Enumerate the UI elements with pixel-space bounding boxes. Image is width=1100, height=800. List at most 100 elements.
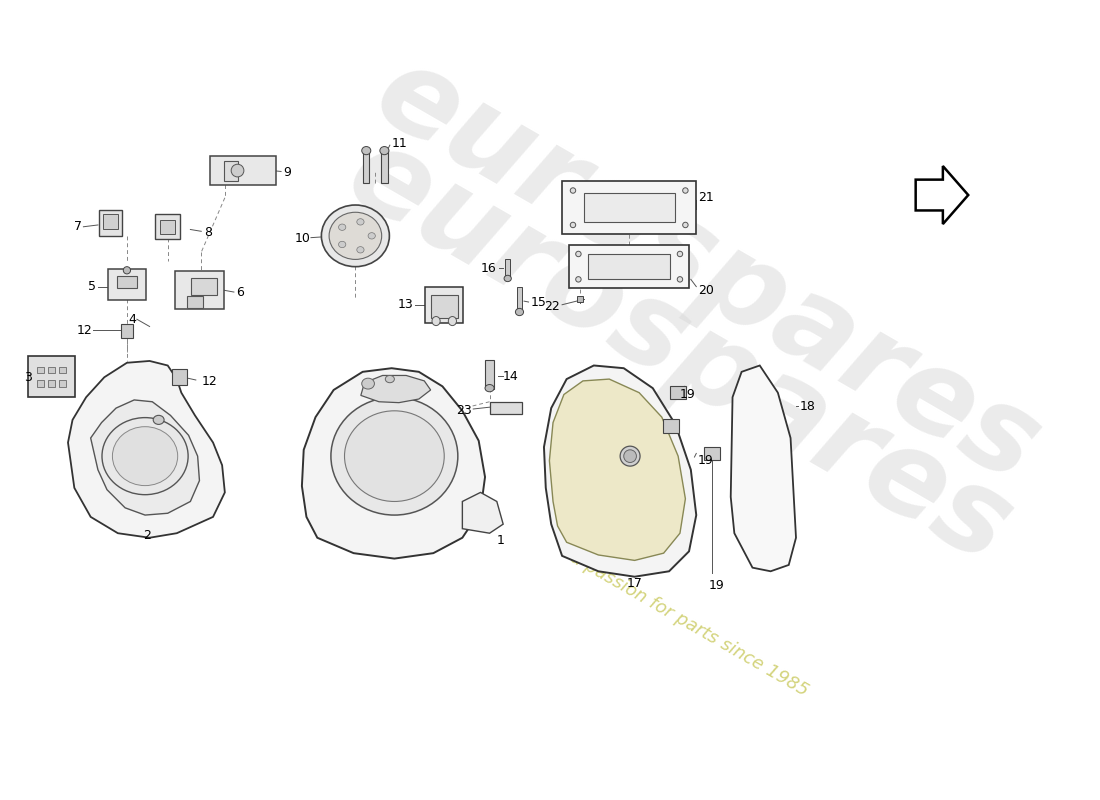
Ellipse shape (570, 188, 575, 194)
Ellipse shape (678, 277, 683, 282)
Bar (505, 258, 510, 278)
Text: eurospares: eurospares (355, 34, 1059, 506)
Bar (59, 367, 66, 373)
Text: 23: 23 (455, 404, 472, 418)
Text: 14: 14 (503, 370, 519, 383)
Ellipse shape (362, 378, 374, 389)
Text: 12: 12 (77, 324, 92, 337)
Bar (670, 386, 686, 399)
Text: 3: 3 (24, 370, 32, 384)
Ellipse shape (504, 275, 512, 282)
Text: 11: 11 (392, 137, 407, 150)
Ellipse shape (485, 385, 494, 392)
Ellipse shape (356, 218, 364, 225)
Ellipse shape (339, 224, 345, 230)
Bar (173, 369, 187, 386)
Bar (210, 156, 276, 185)
Polygon shape (730, 366, 796, 571)
Text: 9: 9 (283, 166, 290, 179)
Polygon shape (570, 245, 689, 289)
Text: 5: 5 (88, 280, 96, 293)
Ellipse shape (153, 415, 164, 425)
Ellipse shape (432, 317, 440, 326)
Ellipse shape (379, 146, 389, 154)
Bar (121, 324, 133, 338)
Polygon shape (915, 166, 968, 224)
Text: 16: 16 (481, 262, 497, 275)
Text: 13: 13 (398, 298, 414, 311)
Bar (108, 270, 146, 300)
Bar (584, 194, 674, 222)
Bar (175, 271, 224, 310)
Bar (382, 149, 387, 183)
Text: 12: 12 (201, 375, 217, 388)
Bar (99, 210, 122, 236)
Polygon shape (544, 366, 696, 577)
Polygon shape (301, 368, 485, 558)
Ellipse shape (231, 164, 244, 177)
Ellipse shape (112, 426, 178, 486)
Bar (224, 161, 239, 181)
Ellipse shape (368, 233, 375, 239)
Text: 6: 6 (235, 286, 243, 299)
Bar (161, 219, 175, 234)
Ellipse shape (678, 251, 683, 257)
Bar (48, 381, 55, 386)
Ellipse shape (321, 205, 389, 266)
Text: 8: 8 (204, 226, 212, 238)
Ellipse shape (624, 450, 637, 462)
Ellipse shape (570, 222, 575, 228)
Bar (187, 296, 204, 308)
Polygon shape (462, 493, 503, 534)
Text: 19: 19 (708, 578, 724, 591)
Bar (37, 381, 44, 386)
Polygon shape (562, 182, 696, 234)
Ellipse shape (516, 308, 524, 316)
Text: 21: 21 (698, 191, 714, 204)
Text: 18: 18 (800, 400, 815, 413)
Bar (426, 286, 463, 323)
Bar (103, 214, 118, 229)
Bar (485, 360, 494, 389)
Ellipse shape (356, 246, 364, 253)
Text: 15: 15 (530, 295, 547, 309)
Text: 19: 19 (698, 454, 714, 467)
Bar (704, 446, 719, 460)
Ellipse shape (449, 317, 456, 326)
Ellipse shape (102, 418, 188, 494)
Ellipse shape (339, 242, 345, 248)
Ellipse shape (331, 398, 458, 515)
Bar (191, 278, 217, 294)
Polygon shape (549, 379, 685, 561)
Bar (48, 367, 55, 373)
Bar (37, 367, 44, 373)
Text: 19: 19 (680, 388, 695, 401)
Bar (662, 419, 679, 433)
Ellipse shape (620, 446, 640, 466)
Polygon shape (90, 400, 199, 515)
Bar (588, 254, 670, 279)
Text: 7: 7 (74, 220, 81, 234)
Bar (117, 276, 136, 289)
Bar (29, 355, 75, 398)
Text: eurospares: eurospares (328, 115, 1032, 588)
Ellipse shape (362, 146, 371, 154)
Bar (490, 402, 521, 414)
Text: 4: 4 (128, 313, 136, 326)
Bar (155, 214, 180, 239)
Text: 2: 2 (143, 530, 151, 542)
Ellipse shape (683, 222, 689, 228)
Ellipse shape (329, 212, 382, 259)
Bar (59, 381, 66, 386)
Text: 1: 1 (497, 534, 505, 547)
Bar (517, 286, 522, 312)
Text: 10: 10 (294, 232, 310, 245)
Text: a passion for parts since 1985: a passion for parts since 1985 (566, 548, 811, 700)
Text: 17: 17 (627, 577, 642, 590)
Bar (363, 149, 370, 183)
Polygon shape (361, 375, 430, 402)
Ellipse shape (385, 375, 395, 382)
Ellipse shape (575, 251, 581, 257)
Bar (430, 295, 458, 318)
Ellipse shape (683, 188, 689, 194)
